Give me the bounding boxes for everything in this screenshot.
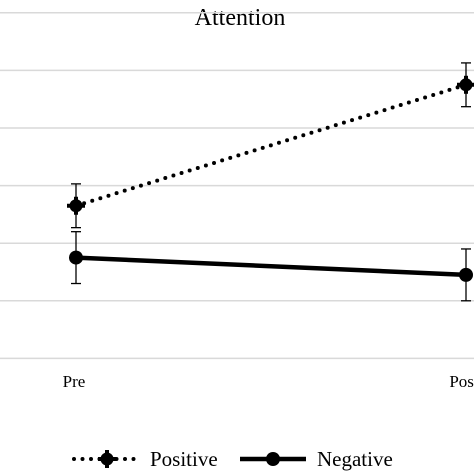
series-group: [67, 62, 474, 302]
x-tick-label: Post: [449, 372, 474, 391]
x-axis-ticks: Pre Post: [63, 372, 474, 391]
data-point: [459, 267, 473, 282]
legend-label: Negative: [317, 447, 393, 471]
data-point: [100, 452, 114, 466]
data-point: [69, 250, 83, 265]
data-point: [459, 78, 473, 92]
legend-label: Positive: [150, 447, 218, 471]
legend-item-negative: Negative: [240, 447, 393, 471]
x-tick-label: Pre: [63, 372, 86, 391]
legend-item-positive: Positive: [72, 447, 218, 471]
gridlines: [0, 12, 474, 360]
legend: Positive Negative: [72, 447, 393, 471]
series-positive: [67, 62, 474, 229]
series-line: [74, 82, 468, 208]
data-point: [69, 199, 83, 213]
series-line: [75, 255, 467, 278]
data-point: [266, 452, 280, 466]
chart-title: Attention: [195, 5, 286, 31]
series-negative: [69, 231, 473, 302]
